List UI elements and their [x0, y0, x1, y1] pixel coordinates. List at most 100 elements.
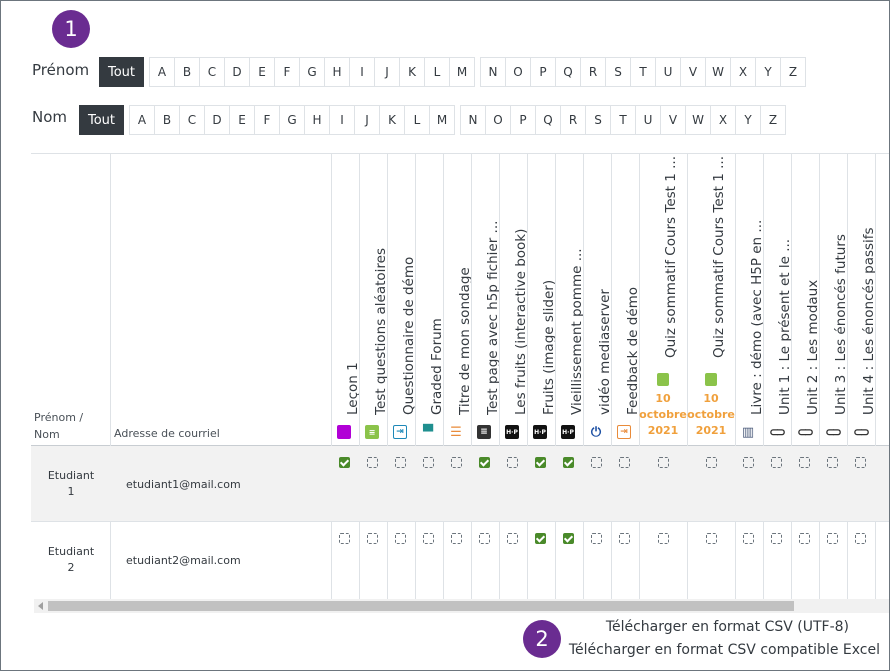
- last_name-filter-letter-k[interactable]: K: [379, 105, 405, 135]
- completion-checkbox[interactable]: [619, 457, 630, 468]
- completion-checkbox[interactable]: [827, 457, 838, 468]
- first_name-filter-letter-k[interactable]: K: [399, 57, 425, 87]
- first_name-filter-letter-q[interactable]: Q: [555, 57, 581, 87]
- activity-column-header[interactable]: Questionnaire de démo ⇥: [387, 153, 417, 445]
- last_name-filter-letter-u[interactable]: U: [635, 105, 661, 135]
- completion-checkbox[interactable]: [827, 533, 838, 544]
- first_name-filter-letter-e[interactable]: E: [249, 57, 275, 87]
- completion-checkbox-checked[interactable]: [479, 457, 490, 468]
- completion-checkbox[interactable]: [451, 533, 462, 544]
- completion-checkbox[interactable]: [771, 457, 782, 468]
- completion-checkbox-checked[interactable]: [563, 533, 574, 544]
- last_name-filter-all-button[interactable]: Tout: [79, 105, 124, 135]
- completion-checkbox[interactable]: [799, 533, 810, 544]
- first_name-filter-letter-w[interactable]: W: [705, 57, 731, 87]
- last_name-filter-letter-y[interactable]: Y: [735, 105, 761, 135]
- completion-checkbox-checked[interactable]: [563, 457, 574, 468]
- last_name-filter-letter-z[interactable]: Z: [760, 105, 786, 135]
- student-name[interactable]: Etudiant 1: [47, 469, 95, 498]
- last_name-filter-letter-o[interactable]: O: [485, 105, 511, 135]
- activity-column-header[interactable]: Les fruits (interactive book) H·P: [499, 153, 529, 445]
- first_name-filter-letter-z[interactable]: Z: [780, 57, 806, 87]
- scrollbar-thumb[interactable]: [48, 601, 794, 611]
- completion-checkbox[interactable]: [479, 533, 490, 544]
- first_name-filter-letter-f[interactable]: F: [274, 57, 300, 87]
- first_name-filter-letter-y[interactable]: Y: [755, 57, 781, 87]
- last_name-filter-letter-w[interactable]: W: [685, 105, 711, 135]
- last_name-filter-letter-i[interactable]: I: [329, 105, 355, 135]
- first_name-filter-letter-u[interactable]: U: [655, 57, 681, 87]
- activity-column-header[interactable]: Unit 4 : Les énoncés passifs ⊂⊃: [847, 153, 877, 445]
- completion-checkbox[interactable]: [591, 457, 602, 468]
- download-csv-excel-link[interactable]: Télécharger en format CSV compatible Exc…: [568, 642, 880, 658]
- first_name-filter-letter-n[interactable]: N: [480, 57, 506, 87]
- first_name-filter-letter-p[interactable]: P: [530, 57, 556, 87]
- completion-checkbox[interactable]: [423, 457, 434, 468]
- completion-checkbox[interactable]: [743, 457, 754, 468]
- first_name-filter-all-button[interactable]: Tout: [99, 57, 144, 87]
- activity-column-header[interactable]: Feedback de démo ⇥: [611, 153, 641, 445]
- first_name-filter-letter-g[interactable]: G: [299, 57, 325, 87]
- completion-checkbox[interactable]: [395, 457, 406, 468]
- activity-column-header[interactable]: Test page avec h5p fichier ... ≡: [471, 153, 501, 445]
- last_name-filter-letter-d[interactable]: D: [204, 105, 230, 135]
- last_name-filter-letter-f[interactable]: F: [254, 105, 280, 135]
- completion-checkbox-checked[interactable]: [535, 533, 546, 544]
- completion-checkbox[interactable]: [619, 533, 630, 544]
- activity-column-header[interactable]: Leçon 1: [331, 153, 361, 445]
- last_name-filter-letter-m[interactable]: M: [429, 105, 455, 135]
- completion-checkbox[interactable]: [658, 533, 669, 544]
- first_name-filter-letter-i[interactable]: I: [349, 57, 375, 87]
- download-csv-utf8-link[interactable]: Télécharger en format CSV (UTF-8): [605, 619, 849, 635]
- scroll-left-arrow-icon[interactable]: [38, 602, 43, 610]
- completion-checkbox[interactable]: [367, 533, 378, 544]
- first_name-filter-letter-b[interactable]: B: [174, 57, 200, 87]
- first_name-filter-letter-s[interactable]: S: [605, 57, 631, 87]
- last_name-filter-letter-s[interactable]: S: [585, 105, 611, 135]
- completion-checkbox[interactable]: [855, 533, 866, 544]
- quiz-column-header[interactable]: Quiz sommatif Cours Test 1 ... 10 octobre 2…: [639, 153, 687, 445]
- first_name-filter-letter-l[interactable]: L: [424, 57, 450, 87]
- activity-column-header[interactable]: Graded Forum ▀: [415, 153, 445, 445]
- activity-column-header[interactable]: Fruits (image slider) H·P: [527, 153, 557, 445]
- completion-checkbox[interactable]: [339, 533, 350, 544]
- last_name-filter-letter-j[interactable]: J: [354, 105, 380, 135]
- completion-checkbox[interactable]: [799, 457, 810, 468]
- completion-checkbox[interactable]: [743, 533, 754, 544]
- first_name-filter-letter-h[interactable]: H: [324, 57, 350, 87]
- activity-column-header[interactable]: Test questions aléatoires ≡: [359, 153, 389, 445]
- last_name-filter-letter-a[interactable]: A: [129, 105, 155, 135]
- completion-checkbox[interactable]: [507, 457, 518, 468]
- completion-checkbox[interactable]: [706, 457, 717, 468]
- last_name-filter-letter-c[interactable]: C: [179, 105, 205, 135]
- completion-checkbox[interactable]: [451, 457, 462, 468]
- last_name-filter-letter-g[interactable]: G: [279, 105, 305, 135]
- last_name-filter-letter-v[interactable]: V: [660, 105, 686, 135]
- last_name-filter-letter-t[interactable]: T: [610, 105, 636, 135]
- quiz-column-header[interactable]: Quiz sommatif Cours Test 1 ... 10 octobre 2…: [687, 153, 735, 445]
- quiz-name[interactable]: Quiz sommatif Cours Test 1 ...: [711, 155, 727, 358]
- last_name-filter-letter-q[interactable]: Q: [535, 105, 561, 135]
- activity-column-header[interactable]: Titre de mon sondage ☰: [443, 153, 473, 445]
- first_name-filter-letter-j[interactable]: J: [374, 57, 400, 87]
- first_name-filter-letter-x[interactable]: X: [730, 57, 756, 87]
- first_name-filter-letter-d[interactable]: D: [224, 57, 250, 87]
- quiz-name[interactable]: Quiz sommatif Cours Test 1 ...: [663, 155, 679, 358]
- horizontal-scrollbar[interactable]: [34, 599, 889, 613]
- header-email[interactable]: Adresse de courriel: [114, 427, 220, 440]
- completion-checkbox[interactable]: [591, 533, 602, 544]
- completion-checkbox[interactable]: [423, 533, 434, 544]
- last_name-filter-letter-h[interactable]: H: [304, 105, 330, 135]
- last_name-filter-letter-x[interactable]: X: [710, 105, 736, 135]
- student-name[interactable]: Etudiant 2: [47, 545, 95, 574]
- completion-checkbox[interactable]: [771, 533, 782, 544]
- first_name-filter-letter-o[interactable]: O: [505, 57, 531, 87]
- completion-checkbox[interactable]: [855, 457, 866, 468]
- completion-checkbox[interactable]: [507, 533, 518, 544]
- completion-checkbox[interactable]: [658, 457, 669, 468]
- last_name-filter-letter-e[interactable]: E: [229, 105, 255, 135]
- last_name-filter-letter-b[interactable]: B: [154, 105, 180, 135]
- activity-column-header[interactable]: Unit 2 : Les modaux ⊂⊃: [791, 153, 821, 445]
- activity-column-header[interactable]: Unit 3 : Les énoncés futurs ⊂⊃: [819, 153, 849, 445]
- first_name-filter-letter-c[interactable]: C: [199, 57, 225, 87]
